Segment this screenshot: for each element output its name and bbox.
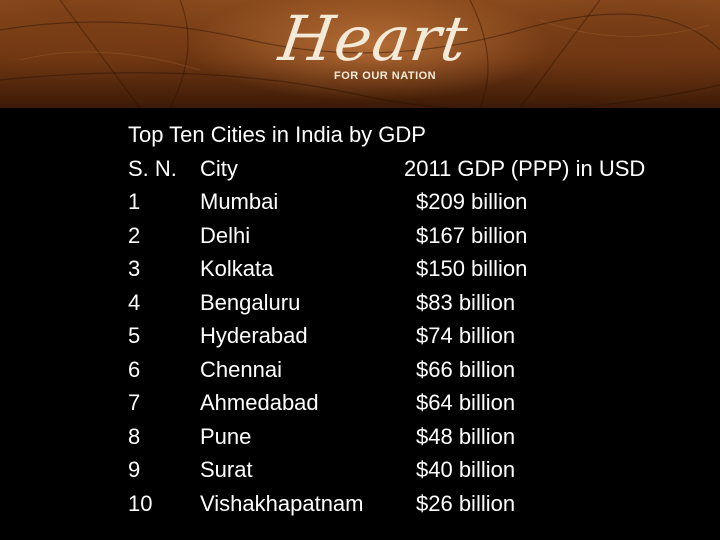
- cell-city: Hyderabad: [200, 323, 308, 348]
- header-sn: S. N.: [128, 155, 177, 181]
- cell-sn: 7: [128, 390, 141, 415]
- map-texture: [0, 0, 720, 108]
- cell-city: Vishakhapatnam: [200, 490, 364, 516]
- cell-sn: 3: [128, 256, 141, 281]
- table-body: 1 Mumbai $209 billion 2 Delhi $167 billion 3 Ko…: [128, 185, 708, 520]
- table-row: 7 Ahmedabad $64 billion: [128, 386, 708, 420]
- logo-subtitle: FOR OUR NATION: [334, 70, 437, 82]
- cell-gdp: $40 billion: [416, 457, 516, 482]
- cell-city: Pune: [200, 423, 252, 449]
- table-row: 1 Mumbai $209 billion: [128, 185, 708, 219]
- table-row: 2 Delhi $167 billion: [128, 219, 708, 253]
- table-title: Top Ten Cities in India by GDP: [128, 122, 426, 147]
- cell-sn: 1: [128, 189, 141, 214]
- logo-script: Heart: [274, 2, 473, 75]
- cell-gdp: $150 billion: [416, 256, 528, 281]
- cell-gdp: $26 billion: [416, 490, 516, 516]
- table-row: 5 Hyderabad $74 billion: [128, 319, 708, 353]
- header-city: City: [200, 155, 238, 181]
- cell-sn: 6: [128, 356, 141, 382]
- table-row: 9 Surat $40 billion: [128, 453, 708, 487]
- heart-logo: Heart FOR OUR NATION: [275, 2, 480, 96]
- cell-gdp: $167 billion: [416, 222, 528, 248]
- gdp-table: Top Ten Cities in India by GDP S. N. Cit…: [128, 118, 708, 520]
- cell-sn: 2: [128, 222, 141, 248]
- cell-sn: 10: [128, 490, 153, 516]
- cell-city: Surat: [200, 457, 253, 482]
- table-row: 8 Pune $48 billion: [128, 420, 708, 454]
- table-row: 3 Kolkata $150 billion: [128, 252, 708, 286]
- cell-sn: 8: [128, 423, 141, 449]
- header-gdp: 2011 GDP (PPP) in USD: [404, 155, 646, 181]
- cell-gdp: $74 billion: [416, 323, 516, 348]
- table-row: 6 Chennai $66 billion: [128, 353, 708, 387]
- cell-city: Delhi: [200, 222, 251, 248]
- cell-gdp: $83 billion: [416, 289, 516, 315]
- cell-sn: 5: [128, 323, 141, 348]
- cell-gdp: $209 billion: [416, 189, 528, 214]
- cell-city: Ahmedabad: [200, 390, 319, 415]
- cell-city: Chennai: [200, 356, 282, 382]
- cell-city: Kolkata: [200, 256, 274, 281]
- cell-city: Bengaluru: [200, 289, 301, 315]
- cell-gdp: $64 billion: [416, 390, 516, 415]
- table-header-row: S. N. City 2011 GDP (PPP) in USD: [128, 152, 708, 186]
- table-row: 10 Vishakhapatnam $26 billion: [128, 487, 708, 521]
- cell-gdp: $66 billion: [416, 356, 516, 382]
- cell-city: Mumbai: [200, 189, 279, 214]
- table-row: 4 Bengaluru $83 billion: [128, 286, 708, 320]
- cell-sn: 9: [128, 457, 141, 482]
- header-banner: Heart FOR OUR NATION: [0, 0, 720, 108]
- cell-sn: 4: [128, 289, 141, 315]
- cell-gdp: $48 billion: [416, 423, 516, 449]
